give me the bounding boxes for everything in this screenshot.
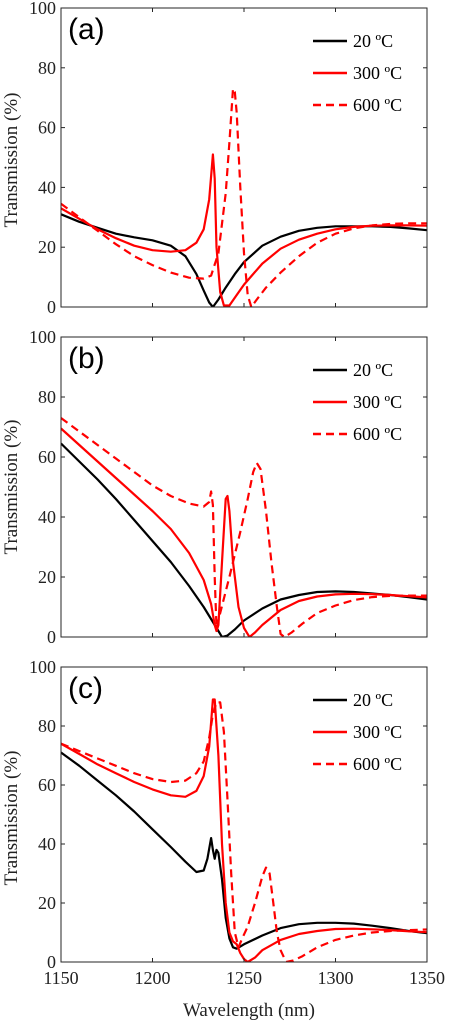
x-tick-label: 1200 bbox=[135, 968, 171, 988]
chart-panels: 0 20 40 60 80 100 (a) 20 ºC 300 ºC 600 ºC 0 20 40 60 8… bbox=[29, 0, 445, 988]
series-line-1 bbox=[61, 442, 427, 637]
x-tick-label: 1350 bbox=[409, 968, 445, 988]
y-tick-label: 40 bbox=[38, 834, 56, 854]
series-line-1 bbox=[61, 751, 427, 950]
legend-label-1: 20 ºC bbox=[353, 31, 393, 51]
y-axis-label-a: Transmission (%) bbox=[1, 93, 22, 228]
series-line-2 bbox=[61, 427, 427, 637]
y-tick-label: 20 bbox=[38, 893, 56, 913]
y-tick-label: 40 bbox=[38, 177, 56, 197]
series-group bbox=[61, 417, 427, 637]
legend-label-3: 600 ºC bbox=[353, 754, 402, 774]
series-line-3 bbox=[61, 87, 427, 307]
series-line-3 bbox=[61, 701, 427, 962]
x-tick-label: 1300 bbox=[318, 968, 354, 988]
y-tick-label: 20 bbox=[38, 237, 56, 257]
plot-frame bbox=[60, 666, 428, 963]
y-axis-label-b: Transmission (%) bbox=[1, 420, 22, 555]
y-tick-label: 0 bbox=[47, 952, 56, 972]
x-axis-label: Wavelength (nm) bbox=[183, 1000, 315, 1021]
y-tick-label: 40 bbox=[38, 507, 56, 527]
x-tick-label: 1250 bbox=[226, 968, 262, 988]
y-tick-label: 100 bbox=[29, 0, 56, 18]
y-tick-label: 80 bbox=[38, 716, 56, 736]
legend-label-2: 300 ºC bbox=[353, 392, 402, 412]
series-group bbox=[61, 87, 427, 307]
legend-label-3: 600 ºC bbox=[353, 95, 402, 115]
chart-panel-a: 0 20 40 60 80 100 (a) 20 ºC 300 ºC 600 ºC bbox=[29, 0, 428, 317]
legend: 20 ºC 300 ºC 600 ºC bbox=[313, 31, 402, 115]
y-tick-label: 20 bbox=[38, 567, 56, 587]
legend-label-2: 300 ºC bbox=[353, 722, 402, 742]
y-tick-label: 60 bbox=[38, 775, 56, 795]
legend-label-1: 20 ºC bbox=[353, 360, 393, 380]
chart-panel-c: 0 20 40 60 80 100 1150 1200 1250 1300 1350 (c) 20 ºC… bbox=[29, 657, 445, 988]
y-tick-label: 80 bbox=[38, 58, 56, 78]
series-group bbox=[61, 698, 427, 962]
y-axis-label-c: Transmission (%) bbox=[1, 751, 22, 886]
y-tick-label: 0 bbox=[47, 627, 56, 647]
chart-panel-b: 0 20 40 60 80 100 (b) 20 ºC 300 ºC 600 ºC bbox=[29, 327, 428, 647]
legend: 20 ºC 300 ºC 600 ºC bbox=[313, 690, 402, 774]
series-line-2 bbox=[61, 698, 427, 962]
plot-frame bbox=[60, 336, 428, 638]
legend-label-3: 600 ºC bbox=[353, 424, 402, 444]
panel-label: (a) bbox=[68, 13, 105, 46]
y-tick-label: 0 bbox=[47, 297, 56, 317]
series-line-3 bbox=[61, 417, 427, 637]
legend: 20 ºC 300 ºC 600 ºC bbox=[313, 360, 402, 444]
legend-label-2: 300 ºC bbox=[353, 63, 402, 83]
y-tick-label: 60 bbox=[38, 447, 56, 467]
y-tick-label: 100 bbox=[29, 327, 56, 347]
panel-label: (c) bbox=[68, 672, 103, 705]
y-tick-label: 100 bbox=[29, 657, 56, 677]
legend-label-1: 20 ºC bbox=[353, 690, 393, 710]
panel-label: (b) bbox=[68, 342, 105, 375]
x-tick-label: 1150 bbox=[43, 968, 78, 988]
y-tick-label: 80 bbox=[38, 387, 56, 407]
y-tick-label: 60 bbox=[38, 118, 56, 138]
series-line-2 bbox=[61, 153, 427, 307]
